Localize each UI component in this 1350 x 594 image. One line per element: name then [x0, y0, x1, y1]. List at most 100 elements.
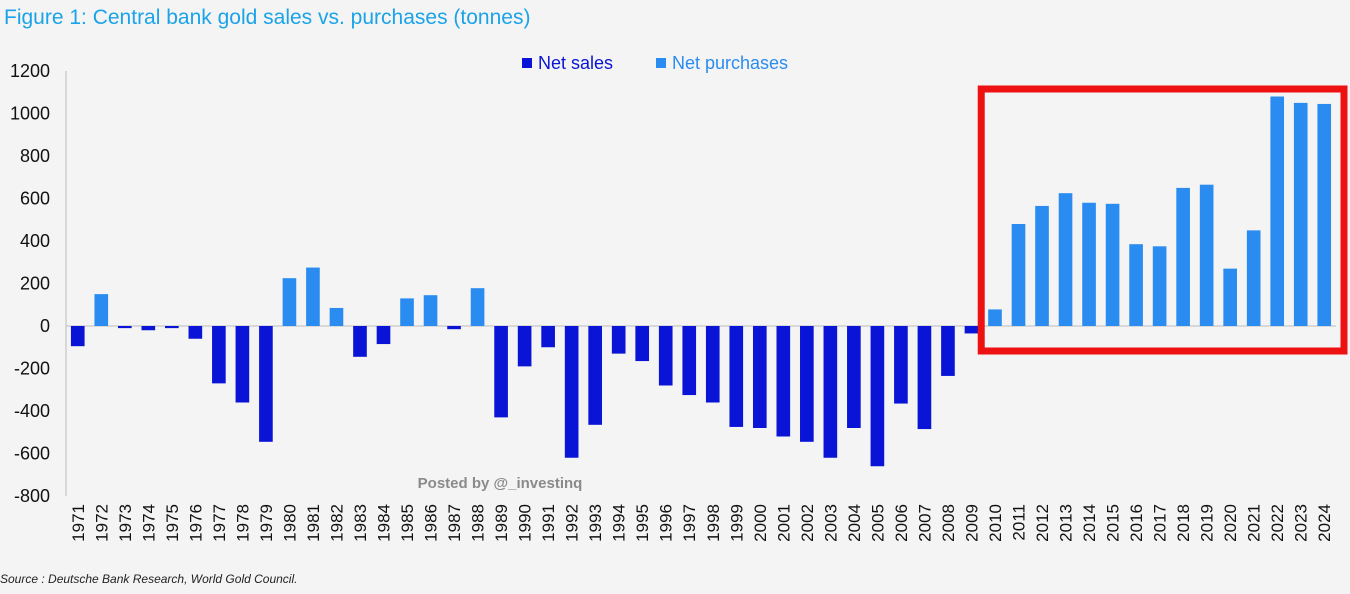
bar — [423, 295, 438, 326]
bar — [188, 326, 203, 339]
bar — [894, 326, 908, 404]
x-tick-label: 2013 — [1057, 504, 1076, 542]
x-tick-label: 2015 — [1104, 504, 1123, 542]
y-tick-label: 800 — [20, 146, 50, 166]
bar — [117, 326, 132, 329]
highlight-box — [977, 85, 1348, 355]
legend-label-purchases: Net purchases — [672, 53, 788, 73]
bar — [141, 326, 156, 331]
x-tick-label: 1987 — [445, 504, 464, 542]
bar — [541, 326, 555, 348]
x-tick-label: 1995 — [633, 504, 652, 542]
bar — [1317, 103, 1332, 326]
legend-swatch-sales — [522, 58, 532, 68]
x-tick-label: 1989 — [492, 504, 511, 542]
bar — [1176, 187, 1190, 326]
bar — [1199, 184, 1214, 326]
bar — [729, 326, 744, 427]
bar — [235, 326, 250, 403]
x-tick-label: 1981 — [304, 504, 323, 542]
bar — [1105, 203, 1120, 326]
axes — [65, 71, 1336, 496]
bar — [470, 288, 485, 326]
bar — [212, 326, 226, 384]
x-tick-label: 2012 — [1033, 504, 1052, 542]
x-tick-label: 1977 — [210, 504, 229, 542]
x-tick-label: 2024 — [1315, 504, 1334, 542]
bar — [517, 326, 532, 367]
source-note: Source : Deutsche Bank Research, World G… — [0, 572, 298, 586]
x-tick-label: 1997 — [680, 504, 699, 542]
bar — [70, 326, 85, 347]
bar — [658, 326, 673, 386]
legend-label-sales: Net sales — [538, 53, 613, 73]
x-tick-label: 1975 — [163, 504, 182, 542]
bar — [588, 326, 602, 425]
y-tick-label: 1200 — [10, 61, 50, 81]
y-tick-label: 0 — [40, 316, 50, 336]
chart-title: Figure 1: Central bank gold sales vs. pu… — [4, 6, 531, 29]
x-tick-label: 2020 — [1221, 504, 1240, 542]
legend-swatch-purchases — [656, 58, 666, 68]
x-tick-labels: 1971 1972 1973 1974 1975 1976 1977 1978 1979 1980… — [69, 504, 1334, 542]
x-tick-label: 2017 — [1151, 504, 1170, 542]
x-tick-label: 1996 — [657, 504, 676, 542]
x-tick-label: 1992 — [563, 504, 582, 542]
bar — [800, 326, 814, 442]
y-tick-label: 1000 — [10, 104, 50, 124]
bar — [165, 326, 179, 329]
bar — [752, 326, 767, 428]
bar — [1129, 244, 1143, 326]
bars — [70, 96, 1332, 467]
x-tick-label: 1973 — [116, 504, 135, 542]
bar — [1270, 96, 1285, 326]
bar — [941, 326, 955, 376]
x-tick-label: 1986 — [422, 504, 441, 542]
y-tick-label: 400 — [20, 231, 50, 251]
bar — [376, 326, 391, 345]
bar — [1223, 268, 1237, 326]
x-tick-label: 1999 — [727, 504, 746, 542]
legend: Net sales Net purchases — [522, 53, 788, 73]
bar — [1293, 102, 1308, 326]
x-tick-label: 1978 — [233, 504, 252, 542]
bar — [1058, 193, 1073, 326]
x-tick-label: 2014 — [1080, 504, 1099, 542]
x-tick-label: 2016 — [1127, 504, 1146, 542]
bar — [447, 326, 461, 330]
x-tick-label: 1990 — [516, 504, 535, 542]
x-tick-label: 2010 — [986, 504, 1005, 542]
bar — [705, 326, 720, 403]
bar — [329, 307, 344, 326]
bar — [564, 326, 579, 458]
x-tick-label: 1974 — [139, 504, 158, 542]
x-tick-label: 1991 — [539, 504, 558, 542]
x-tick-label: 1984 — [375, 504, 394, 542]
x-tick-label: 2011 — [1010, 504, 1029, 541]
x-tick-label: 2018 — [1174, 504, 1193, 542]
x-tick-label: 1976 — [186, 504, 205, 542]
bar — [847, 326, 861, 428]
x-tick-label: 2004 — [845, 504, 864, 542]
bar — [306, 267, 320, 326]
x-tick-label: 2009 — [962, 504, 981, 542]
x-tick-label: 2003 — [821, 504, 840, 542]
x-tick-label: 1994 — [610, 504, 629, 542]
bar — [917, 326, 932, 430]
x-tick-label: 1998 — [704, 504, 723, 542]
x-tick-label: 2008 — [939, 504, 958, 542]
bar — [94, 294, 109, 326]
x-tick-label: 2007 — [915, 504, 934, 542]
x-tick-label: 1985 — [398, 504, 417, 542]
x-tick-label: 2001 — [774, 504, 793, 542]
x-tick-label: 2000 — [751, 504, 770, 542]
x-tick-label: 1993 — [586, 504, 605, 542]
bar — [988, 309, 1002, 326]
watermark: Posted by @_investinq — [418, 475, 583, 492]
x-tick-label: 2002 — [798, 504, 817, 542]
bar — [1082, 202, 1096, 326]
bar — [353, 326, 367, 357]
x-tick-label: 2021 — [1245, 504, 1264, 542]
y-tick-label: -400 — [14, 401, 50, 421]
